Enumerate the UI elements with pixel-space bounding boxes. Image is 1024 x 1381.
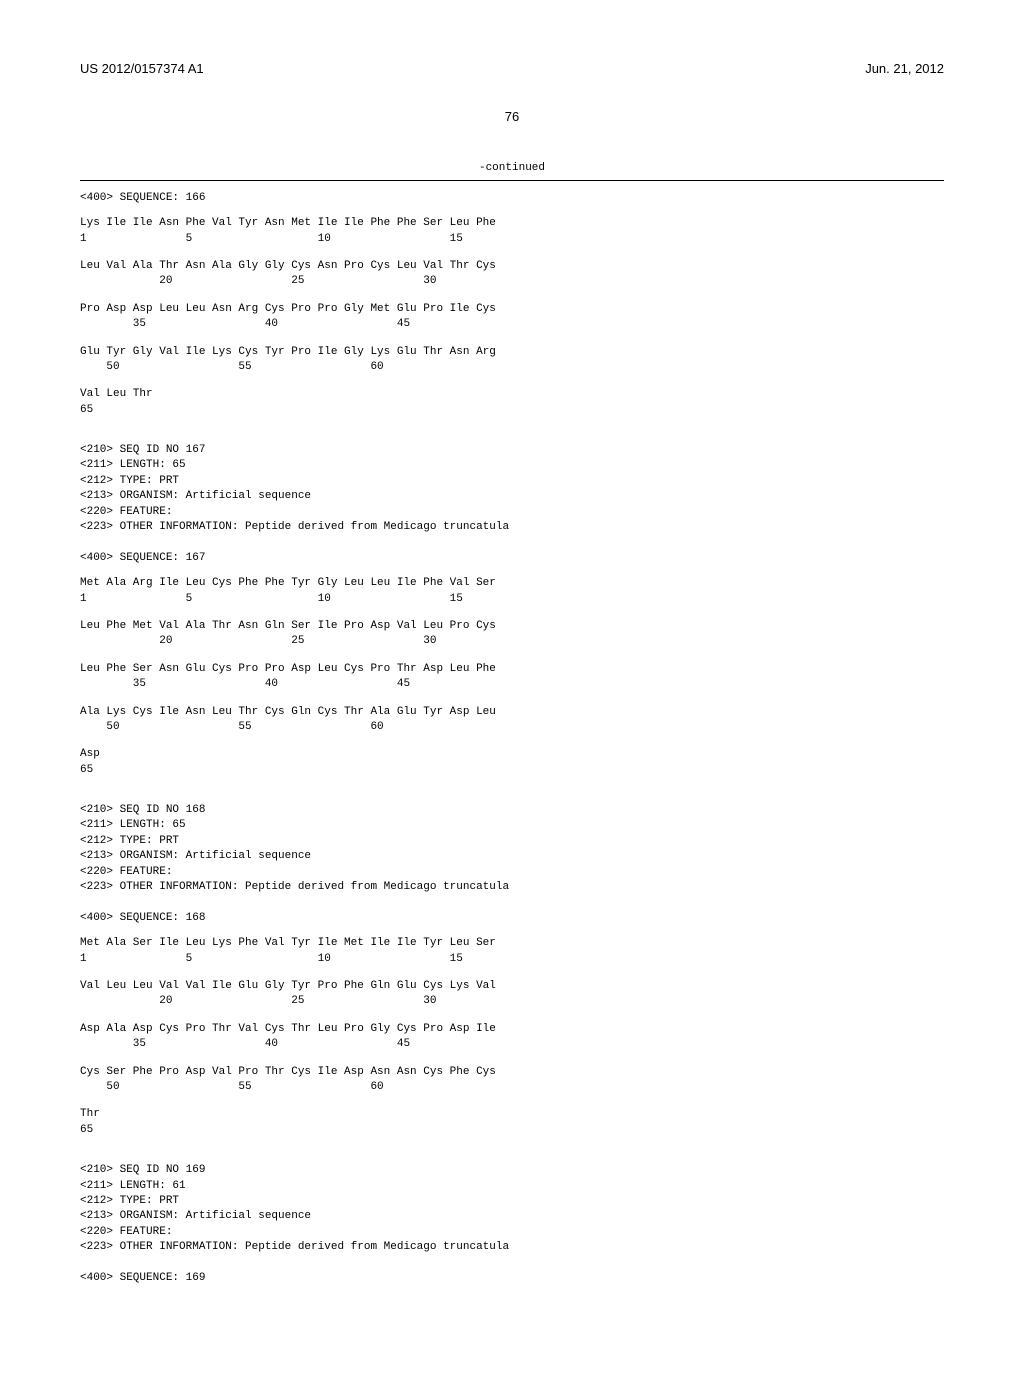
sequence-residue-line: Val Leu Thr	[80, 387, 944, 402]
sequence-position-line: 65	[80, 403, 944, 418]
sequence-residue-line: Val Leu Leu Val Val Ile Glu Gly Tyr Pro …	[80, 979, 944, 994]
page-header: US 2012/0157374 A1 Jun. 21, 2012	[80, 60, 944, 78]
sequence-position-line: 65	[80, 1123, 944, 1138]
publication-number: US 2012/0157374 A1	[80, 60, 204, 78]
sequence-meta-line	[80, 535, 944, 550]
sequence-meta-line: <213> ORGANISM: Artificial sequence	[80, 489, 944, 504]
sequence-position-line: 50 55 60	[80, 360, 944, 375]
publication-date: Jun. 21, 2012	[865, 60, 944, 78]
sequence-residue-line: Ala Lys Cys Ile Asn Leu Thr Cys Gln Cys …	[80, 705, 944, 720]
sequence-meta-line: <400> SEQUENCE: 166	[80, 191, 944, 206]
sequence-position-line: 1 5 10 15	[80, 952, 944, 967]
sequence-position-line: 50 55 60	[80, 1080, 944, 1095]
sequence-meta-line: <400> SEQUENCE: 168	[80, 911, 944, 926]
sequence-meta-line: <220> FEATURE:	[80, 865, 944, 880]
sequence-meta-line: <210> SEQ ID NO 167	[80, 443, 944, 458]
sequence-meta-line: <220> FEATURE:	[80, 1225, 944, 1240]
sequence-position-line: 35 40 45	[80, 317, 944, 332]
sequence-residue-line: Met Ala Arg Ile Leu Cys Phe Phe Tyr Gly …	[80, 576, 944, 591]
sequence-position-line: 65	[80, 763, 944, 778]
horizontal-rule	[80, 180, 944, 181]
sequence-meta-line: <211> LENGTH: 61	[80, 1179, 944, 1194]
sequence-meta-line: <223> OTHER INFORMATION: Peptide derived…	[80, 1240, 944, 1255]
sequence-block: <400> SEQUENCE: 166 Lys Ile Ile Asn Phe V…	[80, 191, 944, 418]
sequence-position-line: 50 55 60	[80, 720, 944, 735]
sequence-meta-line: <223> OTHER INFORMATION: Peptide derived…	[80, 520, 944, 535]
sequence-residue-line: Met Ala Ser Ile Leu Lys Phe Val Tyr Ile …	[80, 936, 944, 951]
sequence-residue-line: Lys Ile Ile Asn Phe Val Tyr Asn Met Ile …	[80, 216, 944, 231]
sequence-meta-line	[80, 1255, 944, 1270]
sequence-residue-line: Glu Tyr Gly Val Ile Lys Cys Tyr Pro Ile …	[80, 345, 944, 360]
sequence-residue-line: Pro Asp Asp Leu Leu Asn Arg Cys Pro Pro …	[80, 302, 944, 317]
sequence-meta-line: <212> TYPE: PRT	[80, 1194, 944, 1209]
sequence-meta-line: <211> LENGTH: 65	[80, 458, 944, 473]
sequence-position-line: 1 5 10 15	[80, 232, 944, 247]
sequence-residue-line: Asp	[80, 747, 944, 762]
sequence-block: <210> SEQ ID NO 167<211> LENGTH: 65<212>…	[80, 443, 944, 778]
continued-label: -continued	[80, 161, 944, 176]
sequence-residue-line: Cys Ser Phe Pro Asp Val Pro Thr Cys Ile …	[80, 1065, 944, 1080]
sequence-position-line: 20 25 30	[80, 634, 944, 649]
sequence-meta-line: <223> OTHER INFORMATION: Peptide derived…	[80, 880, 944, 895]
sequence-position-line: 20 25 30	[80, 274, 944, 289]
sequence-meta-line: <212> TYPE: PRT	[80, 834, 944, 849]
sequence-block: <210> SEQ ID NO 168<211> LENGTH: 65<212>…	[80, 803, 944, 1138]
sequence-residue-line: Leu Val Ala Thr Asn Ala Gly Gly Cys Asn …	[80, 259, 944, 274]
sequence-meta-line: <220> FEATURE:	[80, 505, 944, 520]
sequence-residue-line: Leu Phe Ser Asn Glu Cys Pro Pro Asp Leu …	[80, 662, 944, 677]
sequence-meta-line	[80, 895, 944, 910]
sequence-position-line: 35 40 45	[80, 677, 944, 692]
page-number: 76	[80, 108, 944, 126]
sequence-meta-line: <210> SEQ ID NO 168	[80, 803, 944, 818]
sequence-listing: <400> SEQUENCE: 166 Lys Ile Ile Asn Phe V…	[80, 191, 944, 1296]
sequence-position-line: 1 5 10 15	[80, 592, 944, 607]
sequence-meta-line: <400> SEQUENCE: 167	[80, 551, 944, 566]
sequence-position-line: 20 25 30	[80, 994, 944, 1009]
sequence-residue-line: Asp Ala Asp Cys Pro Thr Val Cys Thr Leu …	[80, 1022, 944, 1037]
sequence-meta-line: <211> LENGTH: 65	[80, 818, 944, 833]
sequence-meta-line: <212> TYPE: PRT	[80, 474, 944, 489]
sequence-meta-line: <400> SEQUENCE: 169	[80, 1271, 944, 1286]
sequence-meta-line: <213> ORGANISM: Artificial sequence	[80, 849, 944, 864]
sequence-position-line: 35 40 45	[80, 1037, 944, 1052]
sequence-meta-line: <210> SEQ ID NO 169	[80, 1163, 944, 1178]
sequence-block: <210> SEQ ID NO 169<211> LENGTH: 61<212>…	[80, 1163, 944, 1296]
sequence-residue-line: Leu Phe Met Val Ala Thr Asn Gln Ser Ile …	[80, 619, 944, 634]
sequence-residue-line: Thr	[80, 1107, 944, 1122]
sequence-meta-line: <213> ORGANISM: Artificial sequence	[80, 1209, 944, 1224]
